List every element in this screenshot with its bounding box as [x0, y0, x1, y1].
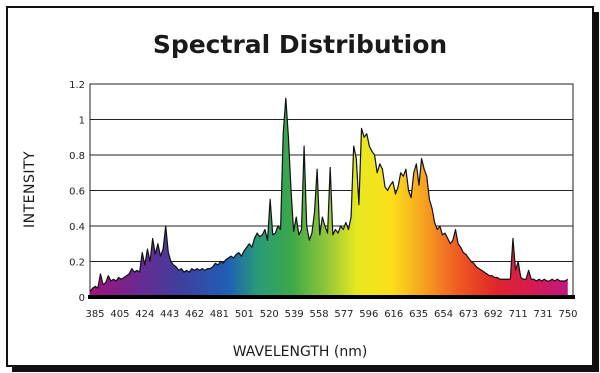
- y-tick-label: 0: [79, 293, 85, 304]
- frame-shadow-bottom: [12, 367, 599, 372]
- x-tick-label: 481: [210, 309, 229, 320]
- x-tick-label: 385: [85, 309, 104, 320]
- x-tick-label: 635: [409, 309, 428, 320]
- y-tick-label: 0.8: [69, 151, 85, 162]
- x-tick-label: 692: [484, 309, 503, 320]
- chart-frame: [6, 6, 594, 367]
- x-tick-label: 731: [534, 309, 553, 320]
- y-tick-label: 1: [79, 116, 85, 127]
- x-tick-label: 558: [310, 309, 329, 320]
- chart-title: Spectral Distribution: [152, 30, 448, 59]
- x-tick-label: 616: [384, 309, 403, 320]
- spectrum-line: [89, 97, 569, 293]
- x-tick-label: 596: [359, 309, 378, 320]
- y-tick-label: 0.2: [69, 258, 85, 269]
- x-tick-label: 673: [459, 309, 478, 320]
- y-tick-label: 0.6: [69, 187, 85, 198]
- x-tick-label: 539: [285, 309, 304, 320]
- spectrum-area: [90, 98, 568, 297]
- x-tick-label: 424: [135, 309, 154, 320]
- x-tick-label: 654: [434, 309, 453, 320]
- x-tick-label: 750: [558, 309, 577, 320]
- x-tick-label: 443: [160, 309, 179, 320]
- y-tick-label: 1.2: [69, 80, 85, 91]
- x-tick-label: 501: [235, 309, 254, 320]
- x-tick-label: 577: [334, 309, 353, 320]
- x-tick-label: 711: [509, 309, 528, 320]
- y-tick-label: 0.4: [69, 222, 85, 233]
- frame-shadow-right: [594, 12, 599, 368]
- x-tick-label: 462: [185, 309, 204, 320]
- x-axis-label: WAVELENGTH (nm): [232, 344, 368, 360]
- x-tick-label: 520: [260, 309, 279, 320]
- x-tick-label: 405: [110, 309, 129, 320]
